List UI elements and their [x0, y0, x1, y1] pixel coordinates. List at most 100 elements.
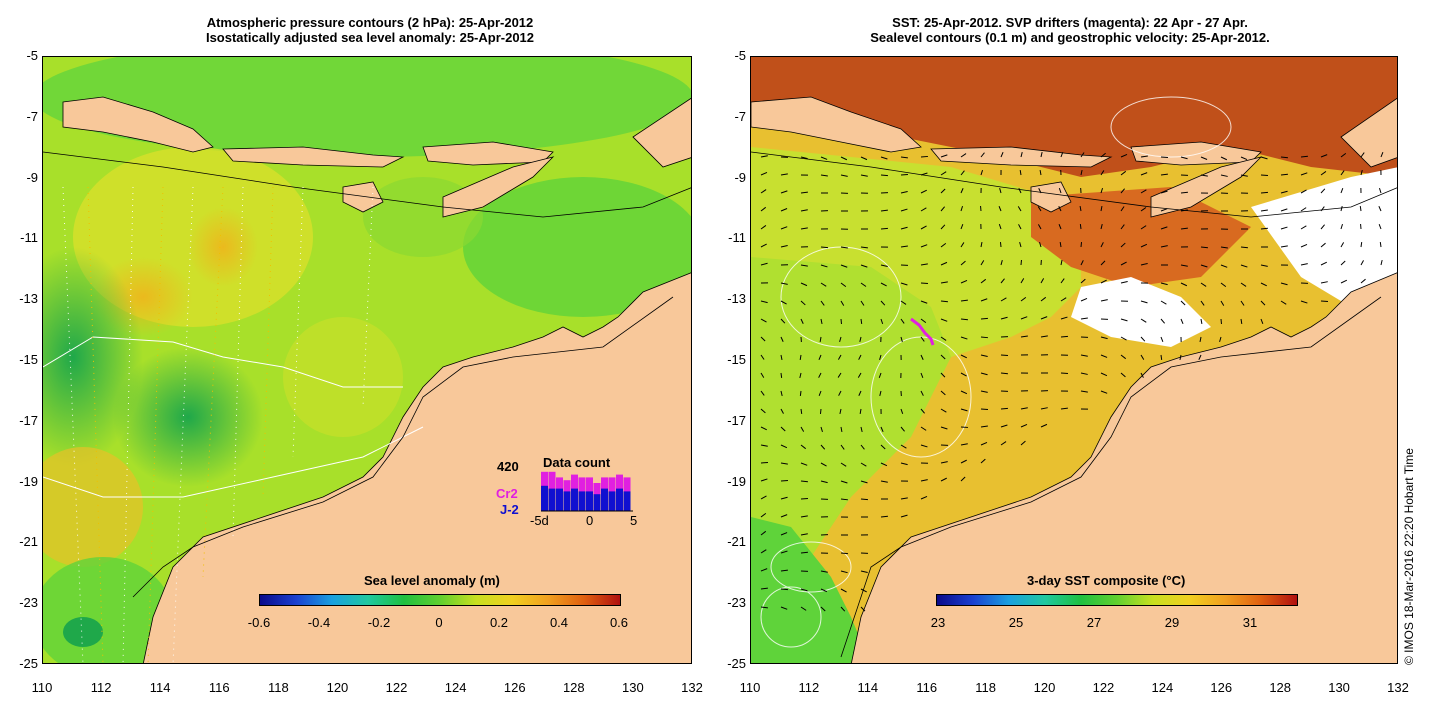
- velocity-arrow: [940, 461, 948, 464]
- velocity-arrow: [820, 588, 828, 593]
- velocity-arrow: [1320, 281, 1328, 284]
- velocity-arrow: [1079, 223, 1082, 230]
- left-x-tick: 118: [267, 680, 289, 695]
- velocity-arrow: [1100, 260, 1106, 266]
- velocity-arrow: [1180, 282, 1188, 287]
- velocity-arrow: [1140, 207, 1147, 212]
- velocity-arrow: [998, 206, 1002, 212]
- velocity-arrow: [860, 174, 868, 177]
- velocity-arrow: [780, 244, 788, 248]
- j2-label: J-2: [500, 502, 519, 517]
- velocity-arrow: [940, 354, 946, 360]
- velocity-arrow: [1300, 225, 1307, 230]
- velocity-arrow: [800, 588, 808, 592]
- velocity-arrow: [1080, 152, 1085, 158]
- left-y-tick: -13: [19, 291, 38, 307]
- velocity-arrow: [1240, 318, 1243, 325]
- velocity-arrow: [820, 318, 823, 325]
- velocity-arrow: [960, 279, 968, 284]
- right-y-tick: -5: [734, 48, 746, 63]
- velocity-arrow: [980, 260, 985, 266]
- velocity-arrow: [780, 354, 783, 361]
- velocity-arrow: [1120, 261, 1127, 266]
- australia-landmass-sst: [851, 272, 1397, 663]
- velocity-arrow: [1280, 245, 1288, 248]
- velocity-arrow: [960, 354, 968, 359]
- velocity-arrow: [860, 444, 865, 450]
- velocity-arrow: [1360, 169, 1363, 176]
- velocity-arrow: [960, 205, 964, 212]
- velocity-arrow: [1000, 152, 1004, 158]
- velocity-arrow: [1340, 152, 1347, 158]
- right-x-tick: 110: [739, 680, 761, 695]
- left-x-tick: 124: [444, 680, 467, 695]
- velocity-arrow: [920, 207, 927, 212]
- velocity-arrow: [1140, 300, 1148, 304]
- velocity-arrow: [780, 606, 788, 610]
- histogram-bar-j2: [563, 491, 571, 511]
- velocity-arrow: [920, 282, 928, 285]
- velocity-arrow: [780, 426, 786, 432]
- right-x-tick: 130: [1328, 680, 1350, 695]
- velocity-arrow: [1340, 279, 1348, 284]
- velocity-arrow: [839, 408, 842, 415]
- velocity-arrow: [800, 462, 808, 466]
- velocity-arrow: [900, 156, 908, 159]
- velocity-arrow: [1120, 372, 1126, 378]
- velocity-arrow: [1179, 354, 1182, 361]
- velocity-arrow: [760, 549, 767, 554]
- velocity-arrow: [1000, 278, 1005, 284]
- velocity-arrow: [940, 426, 948, 430]
- velocity-arrow: [859, 408, 862, 415]
- velocity-arrow: [940, 477, 947, 482]
- velocity-arrow: [980, 372, 988, 376]
- right-panel-title: SST: 25-Apr-2012. SVP drifters (magenta)…: [740, 15, 1400, 45]
- sst-colorbar-gradient: [936, 594, 1298, 606]
- velocity-arrow: [760, 171, 768, 176]
- velocity-arrow: [840, 588, 847, 593]
- velocity-arrow: [800, 209, 808, 212]
- velocity-arrow: [1300, 300, 1308, 304]
- velocity-arrow: [858, 354, 862, 360]
- velocity-arrow: [760, 243, 767, 248]
- right-x-tick: 116: [916, 680, 938, 695]
- velocity-arrow: [760, 587, 768, 590]
- velocity-arrow: [980, 278, 987, 284]
- velocity-arrow: [820, 570, 828, 573]
- right-x-tick: 114: [857, 680, 879, 695]
- right-y-tick: -15: [727, 352, 746, 367]
- velocity-arrow: [780, 390, 783, 397]
- velocity-arrow: [1100, 372, 1108, 377]
- velocity-arrow: [900, 245, 908, 248]
- sla-colorbar-tick: 0.2: [489, 615, 509, 630]
- right-y-tick: -23: [727, 595, 746, 611]
- velocity-arrow: [760, 390, 765, 396]
- right-y-tick: -11: [728, 230, 746, 246]
- velocity-arrow: [1080, 169, 1083, 176]
- velocity-arrow: [820, 300, 825, 306]
- velocity-arrow: [1180, 300, 1186, 306]
- velocity-arrow: [1060, 278, 1065, 284]
- velocity-arrow: [1100, 242, 1104, 248]
- velocity-arrow: [960, 153, 967, 158]
- velocity-arrow: [800, 282, 808, 287]
- velocity-arrow: [800, 606, 807, 611]
- velocity-arrow: [1220, 300, 1225, 306]
- velocity-arrow: [940, 281, 948, 284]
- velocity-arrow: [1060, 297, 1067, 302]
- velocity-arrow: [839, 336, 842, 343]
- velocity-arrow: [880, 444, 886, 450]
- velocity-arrow: [1100, 205, 1103, 212]
- right-y-tick: -25: [727, 656, 746, 671]
- velocity-arrow: [840, 426, 843, 433]
- left-y-tick: -7: [26, 108, 38, 124]
- velocity-arrow: [980, 169, 984, 176]
- velocity-arrow: [1220, 174, 1228, 177]
- velocity-arrow: [980, 458, 986, 464]
- velocity-arrow: [1000, 407, 1008, 410]
- right-x-tick: 128: [1269, 680, 1292, 695]
- velocity-arrow: [920, 479, 928, 482]
- sst-colorbar-title: 3-day SST composite (°C): [1027, 573, 1186, 588]
- velocity-arrow: [1140, 172, 1148, 176]
- velocity-arrow: [860, 318, 863, 325]
